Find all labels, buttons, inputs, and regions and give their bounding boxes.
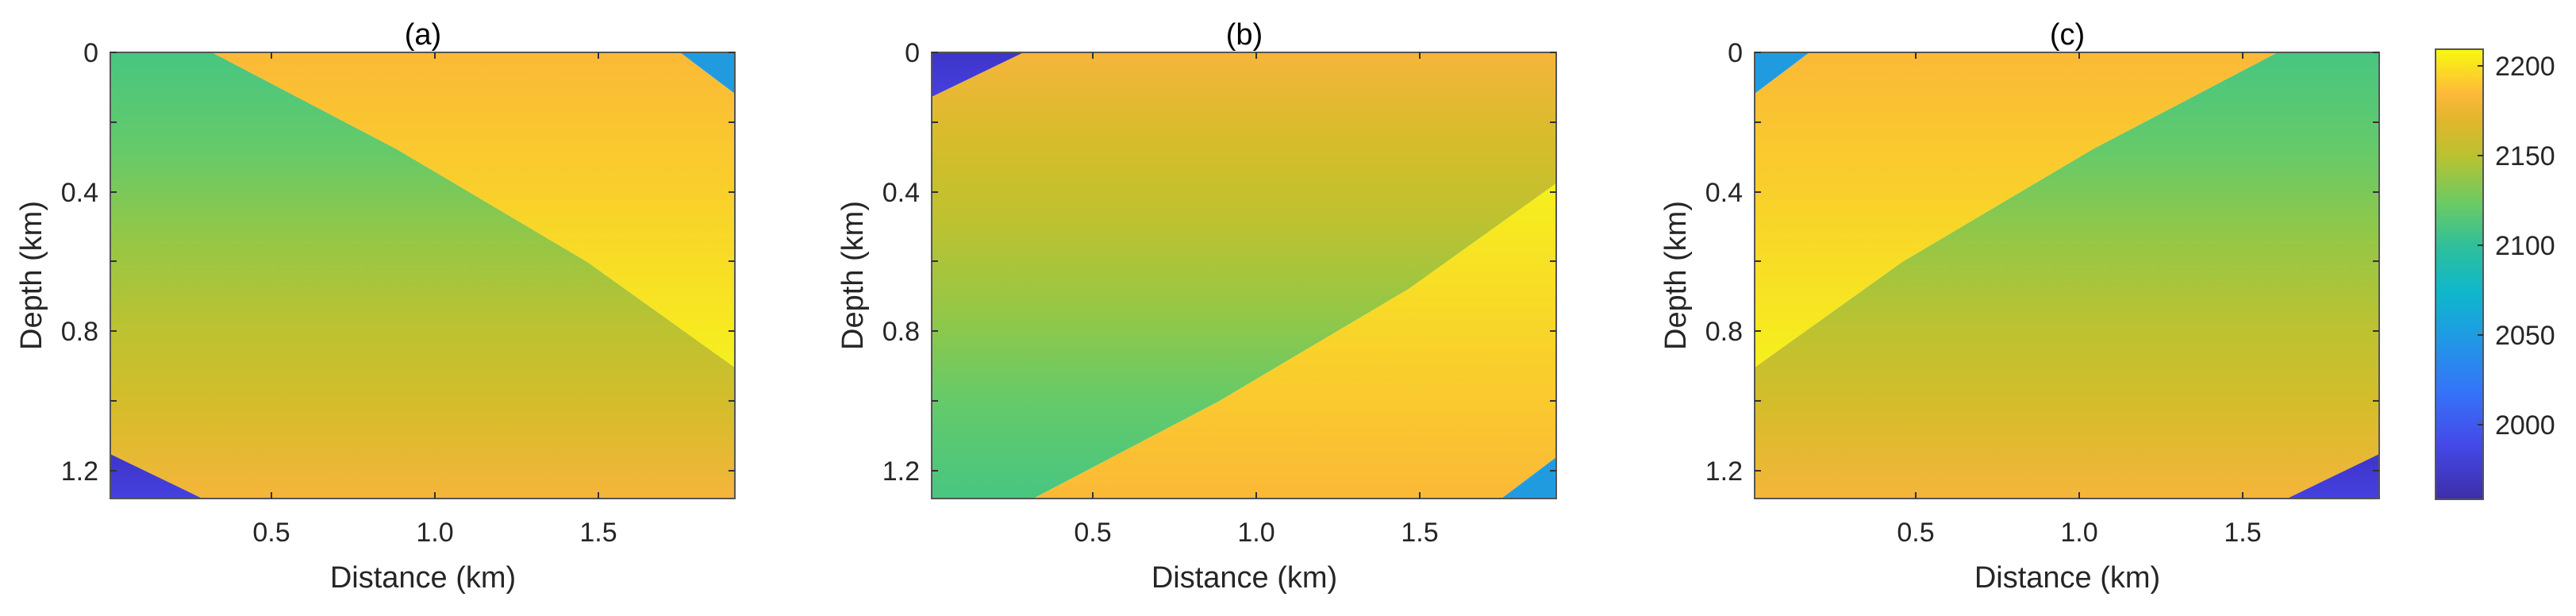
svg-text:0.5: 0.5 bbox=[252, 518, 290, 548]
x-tick-labels: 0.5 1.0 1.5 bbox=[1074, 518, 1438, 548]
region-yellow bbox=[212, 52, 735, 368]
y-axis-label: Depth (km) bbox=[15, 201, 48, 350]
x-axis-label: Distance (km) bbox=[1974, 561, 2160, 595]
svg-text:1.5: 1.5 bbox=[579, 518, 617, 548]
panel-a: (a) 0 0.4 0.8 1.2 0.5 1.0 1.5 Distance (… bbox=[15, 18, 736, 595]
panel-b: (b) 0 0.4 0.8 1.2 0.5 1.0 1.5 Distance (… bbox=[836, 18, 1557, 595]
panel-title: (c) bbox=[2050, 18, 2085, 52]
panel-title: (a) bbox=[405, 18, 441, 52]
y-tick-labels: 0 0.4 0.8 1.2 bbox=[882, 38, 920, 487]
axes-frame bbox=[931, 52, 1557, 499]
panel-c: (c) 0 0.4 0.8 1.2 0.5 1.0 1.5 Distance (… bbox=[1659, 18, 2380, 595]
svg-text:0.8: 0.8 bbox=[882, 317, 920, 347]
corner-light-blue bbox=[1755, 52, 1809, 94]
heatmap-b bbox=[931, 52, 1557, 499]
y-tick-labels: 0 0.4 0.8 1.2 bbox=[61, 38, 98, 487]
region-yellow bbox=[1755, 52, 2278, 368]
colorbar: 2200 2150 2100 2050 2000 bbox=[2435, 48, 2555, 500]
corner-dark-blue bbox=[110, 454, 202, 499]
svg-text:2200: 2200 bbox=[2495, 52, 2555, 82]
region-green bbox=[110, 52, 735, 499]
ticks bbox=[1755, 52, 2379, 499]
svg-text:0.4: 0.4 bbox=[882, 178, 920, 208]
ticks bbox=[932, 52, 1556, 499]
corner-dark-blue bbox=[932, 52, 1024, 97]
corner-dark-blue bbox=[2287, 454, 2379, 499]
region-yellow bbox=[1033, 183, 1556, 499]
svg-text:1.0: 1.0 bbox=[1237, 518, 1275, 548]
x-axis-label: Distance (km) bbox=[1152, 561, 1337, 595]
axes-frame bbox=[1754, 52, 2380, 499]
x-tick-labels: 0.5 1.0 1.5 bbox=[1897, 518, 2261, 548]
svg-text:2100: 2100 bbox=[2495, 231, 2555, 261]
svg-text:2000: 2000 bbox=[2495, 410, 2555, 441]
svg-text:1.2: 1.2 bbox=[1705, 456, 1743, 487]
colorbar-ticks bbox=[2478, 65, 2483, 425]
corner-light-blue bbox=[1501, 457, 1556, 499]
y-axis-label: Depth (km) bbox=[1659, 201, 1693, 350]
svg-text:1.5: 1.5 bbox=[2224, 518, 2261, 548]
svg-text:0: 0 bbox=[83, 38, 98, 68]
svg-text:1.2: 1.2 bbox=[882, 456, 920, 487]
colorbar-tick-labels: 2200 2150 2100 2050 2000 bbox=[2495, 52, 2555, 441]
svg-text:1.0: 1.0 bbox=[2060, 518, 2097, 548]
svg-text:0.4: 0.4 bbox=[61, 178, 98, 208]
svg-text:0: 0 bbox=[905, 38, 920, 68]
region-green bbox=[1755, 52, 2379, 499]
axes-frame bbox=[110, 52, 736, 499]
svg-text:1.2: 1.2 bbox=[61, 456, 98, 487]
svg-text:2150: 2150 bbox=[2495, 141, 2555, 171]
panel-title: (b) bbox=[1226, 18, 1263, 52]
svg-text:1.5: 1.5 bbox=[1401, 518, 1438, 548]
region-green bbox=[932, 52, 1556, 499]
svg-text:0.5: 0.5 bbox=[1897, 518, 1934, 548]
svg-text:0: 0 bbox=[1728, 38, 1743, 68]
corner-light-blue bbox=[680, 52, 735, 94]
x-axis-label: Distance (km) bbox=[330, 561, 516, 595]
y-tick-labels: 0 0.4 0.8 1.2 bbox=[1705, 38, 1743, 487]
svg-text:0.5: 0.5 bbox=[1074, 518, 1111, 548]
x-tick-labels: 0.5 1.0 1.5 bbox=[252, 518, 617, 548]
heatmap-c bbox=[1754, 52, 2380, 499]
svg-text:0.8: 0.8 bbox=[61, 317, 98, 347]
svg-text:2050: 2050 bbox=[2495, 321, 2555, 351]
colorbar-gradient bbox=[2435, 48, 2484, 500]
svg-text:0.8: 0.8 bbox=[1705, 317, 1743, 347]
svg-text:0.4: 0.4 bbox=[1705, 178, 1743, 208]
ticks bbox=[110, 52, 735, 499]
y-axis-label: Depth (km) bbox=[836, 201, 870, 350]
heatmap-a bbox=[110, 52, 736, 499]
svg-text:1.0: 1.0 bbox=[416, 518, 453, 548]
